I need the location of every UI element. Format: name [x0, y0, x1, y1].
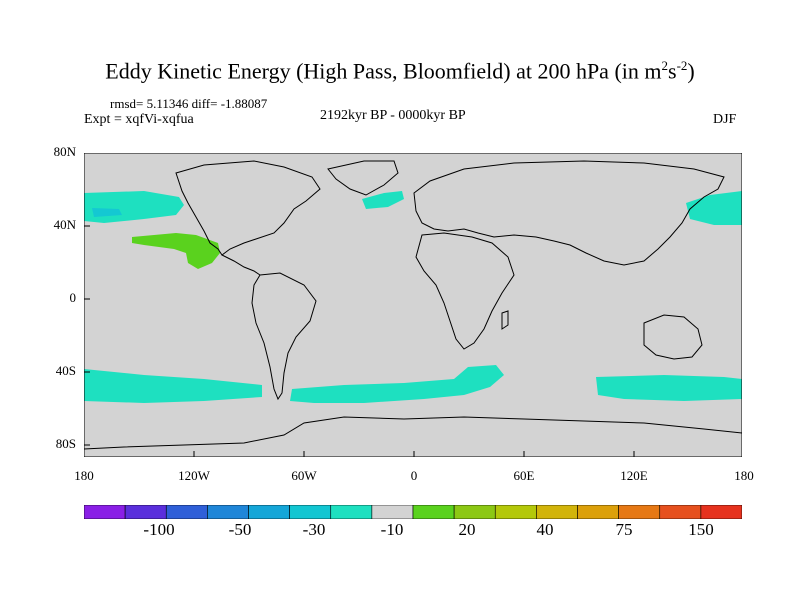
colorbar-box — [371, 505, 414, 519]
colorbar-box — [618, 505, 661, 519]
colorbar-label: -50 — [228, 520, 252, 539]
season-label: DJF — [713, 112, 737, 127]
y-tick-label: 80S — [55, 436, 76, 451]
colorbar-label: -30 — [302, 520, 326, 539]
colorbar-label: 150 — [688, 520, 714, 539]
x-tick-label: 60W — [291, 468, 317, 483]
colorbar-label: 75 — [615, 520, 633, 539]
colorbar-label: 40 — [536, 520, 554, 539]
australia-outline — [643, 314, 703, 360]
period-label: 2192kyr BP - 0000kyr BP — [320, 108, 466, 123]
y-tick-label: 40S — [55, 363, 76, 378]
colorbar-box — [700, 505, 742, 519]
antarctica-outline — [84, 416, 742, 450]
colorbar-box — [165, 505, 208, 519]
colorbar-box — [124, 505, 167, 519]
x-tick-label: 180 — [734, 468, 754, 483]
anomaly-region-northwest-pacific — [686, 191, 742, 225]
world-map — [84, 153, 742, 457]
x-tick-label: 180 — [74, 468, 94, 483]
x-tick-label: 60E — [513, 468, 535, 483]
anomaly-region-south-indian-australia — [596, 375, 742, 401]
colorbar-box — [659, 505, 702, 519]
experiment-label: Expt = xqfVi-xqfua — [84, 112, 194, 127]
south-america-outline — [251, 272, 317, 401]
greenland-outline — [327, 160, 399, 196]
axis-ticks — [84, 153, 635, 457]
anomaly-region-northeast-pacific-positive — [132, 233, 220, 269]
chart-title: Eddy Kinetic Energy (High Pass, Bloomfie… — [105, 58, 695, 84]
anomaly-region-south-atlantic-indian — [290, 365, 504, 403]
central-america-outline — [221, 254, 261, 276]
colorbar-box — [330, 505, 373, 519]
colorbar-box — [412, 505, 455, 519]
coastlines — [84, 160, 742, 450]
colorbar-box — [577, 505, 619, 519]
colorbar — [84, 505, 742, 519]
y-tick-label: 0 — [69, 290, 77, 305]
colorbar-box — [248, 505, 290, 519]
colorbar-label: 20 — [458, 520, 476, 539]
colorbar-box — [84, 505, 126, 519]
africa-outline — [415, 232, 515, 350]
north-america-outline — [175, 160, 321, 256]
anomaly-region-south-pacific — [84, 369, 262, 403]
colorbar-box — [453, 505, 496, 519]
x-tick-label: 0 — [410, 468, 418, 483]
x-tick-label: 120E — [620, 468, 648, 483]
anomaly-region-north-atlantic — [362, 191, 404, 209]
eurasia-outline — [413, 160, 725, 266]
colorbar-box — [536, 505, 578, 519]
colorbar-box — [207, 505, 249, 519]
colorbar-label: -100 — [143, 520, 175, 539]
y-tick-label: 40N — [53, 217, 76, 232]
anomaly-region-north-pacific-core — [92, 208, 122, 217]
map-background — [84, 153, 742, 457]
colorbar-box — [289, 505, 332, 519]
madagascar-outline — [501, 310, 509, 330]
rmsd-diff-label: rmsd= 5.11346 diff= -1.88087 — [110, 96, 268, 111]
colorbar-box — [494, 505, 537, 519]
y-tick-label: 80N — [53, 144, 76, 159]
colorbar-label: -10 — [380, 520, 404, 539]
x-tick-label: 120W — [178, 468, 210, 483]
